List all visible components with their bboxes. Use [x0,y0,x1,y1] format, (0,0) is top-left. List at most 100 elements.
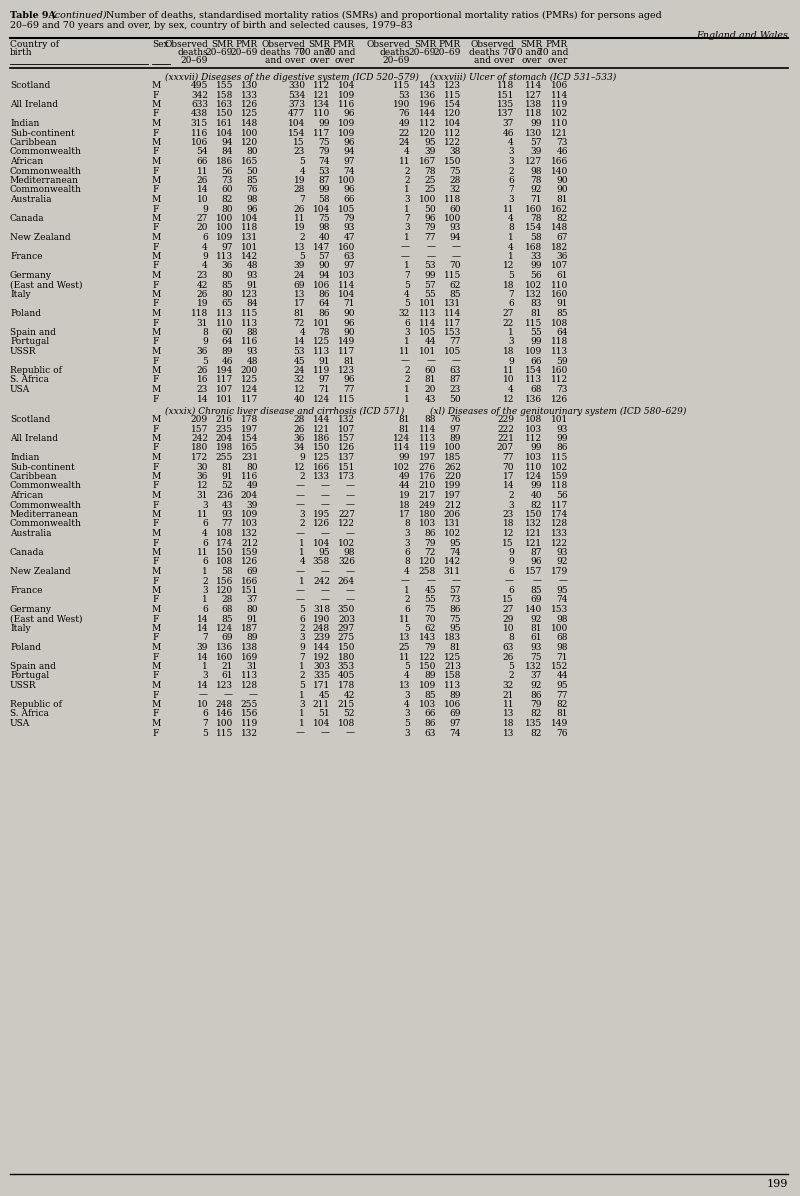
Text: 113: 113 [313,347,330,356]
Text: 114: 114 [550,91,568,99]
Text: 172: 172 [191,453,208,462]
Text: Italy: Italy [10,624,30,633]
Text: 211: 211 [313,700,330,709]
Text: 249: 249 [419,500,436,509]
Text: 69: 69 [530,596,542,604]
Text: 2: 2 [299,671,305,681]
Text: 154: 154 [288,128,305,138]
Text: 3: 3 [299,700,305,709]
Text: 48: 48 [246,356,258,366]
Text: 50: 50 [246,166,258,176]
Text: 12: 12 [294,385,305,393]
Text: 131: 131 [444,519,461,529]
Text: 102: 102 [551,463,568,471]
Text: 118: 118 [550,337,568,347]
Text: 192: 192 [313,653,330,661]
Text: 22: 22 [502,318,514,328]
Text: 69: 69 [222,634,233,642]
Text: 73: 73 [222,176,233,185]
Text: 104: 104 [313,538,330,548]
Text: M: M [152,548,162,557]
Text: 353: 353 [338,663,355,671]
Text: 45: 45 [424,586,436,594]
Text: 120: 120 [419,128,436,138]
Text: (xl) Diseases of the genitourinary system (ICD 580–629): (xl) Diseases of the genitourinary syste… [430,407,686,416]
Text: 119: 119 [241,719,258,728]
Text: 199: 199 [766,1179,788,1189]
Text: 86: 86 [425,719,436,728]
Text: 48: 48 [246,262,258,270]
Text: M: M [152,434,162,443]
Text: 78: 78 [425,166,436,176]
Text: 81: 81 [398,425,410,433]
Text: 212: 212 [444,500,461,509]
Text: 5: 5 [202,356,208,366]
Text: 108: 108 [216,557,233,567]
Text: 150: 150 [525,509,542,519]
Text: 75: 75 [450,615,461,623]
Text: 11: 11 [398,653,410,661]
Text: 36: 36 [197,347,208,356]
Text: M: M [152,233,162,242]
Text: 127: 127 [525,91,542,99]
Text: F: F [152,444,158,452]
Text: 131: 131 [241,233,258,242]
Text: 138: 138 [525,100,542,109]
Text: 204: 204 [216,434,233,443]
Text: 57: 57 [318,252,330,261]
Text: 100: 100 [216,214,233,222]
Text: 1: 1 [202,596,208,604]
Text: 87: 87 [450,376,461,384]
Text: 115: 115 [525,318,542,328]
Text: 126: 126 [338,444,355,452]
Text: 125: 125 [313,453,330,462]
Text: 73: 73 [450,596,461,604]
Text: 6: 6 [508,567,514,576]
Text: 102: 102 [525,281,542,289]
Text: 86: 86 [450,605,461,614]
Text: 51: 51 [318,709,330,719]
Text: 104: 104 [338,289,355,299]
Text: 342: 342 [191,91,208,99]
Text: 7: 7 [299,195,305,205]
Text: —: — [346,728,355,738]
Text: 36: 36 [294,434,305,443]
Text: 20–69: 20–69 [382,56,410,65]
Text: SMR: SMR [520,39,542,49]
Text: 133: 133 [551,529,568,538]
Text: 262: 262 [444,463,461,471]
Text: Australia: Australia [10,195,51,205]
Text: 130: 130 [241,81,258,90]
Text: F: F [152,395,158,403]
Text: 204: 204 [241,492,258,500]
Text: 14: 14 [294,337,305,347]
Text: Canada: Canada [10,214,45,222]
Text: 160: 160 [550,366,568,376]
Text: 151: 151 [241,586,258,594]
Text: 125: 125 [241,376,258,384]
Text: 108: 108 [550,318,568,328]
Text: 150: 150 [313,444,330,452]
Text: 1: 1 [299,719,305,728]
Text: 85: 85 [222,615,233,623]
Text: 109: 109 [241,509,258,519]
Text: 65: 65 [222,299,233,309]
Text: 160: 160 [338,243,355,251]
Text: 77: 77 [343,385,355,393]
Text: 46: 46 [502,128,514,138]
Text: 93: 93 [557,548,568,557]
Text: 197: 197 [241,425,258,433]
Text: England and Wales: England and Wales [696,31,788,39]
Text: 79: 79 [425,538,436,548]
Text: 74: 74 [343,166,355,176]
Text: 103: 103 [525,453,542,462]
Text: 113: 113 [551,347,568,356]
Text: 93: 93 [450,224,461,232]
Text: 96: 96 [343,110,355,118]
Text: 90: 90 [343,328,355,337]
Text: 13: 13 [398,681,410,690]
Text: 42: 42 [344,690,355,700]
Text: 150: 150 [444,157,461,166]
Text: 113: 113 [216,252,233,261]
Text: 103: 103 [241,519,258,529]
